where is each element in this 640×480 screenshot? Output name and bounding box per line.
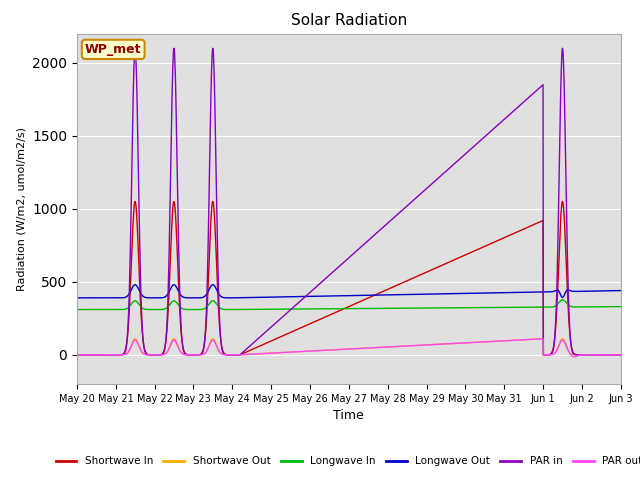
PAR out (539, 336, 547, 342)
Longwave Out (617, 288, 625, 293)
Shortwave In (559, 199, 566, 204)
Shortwave In (120, 350, 127, 356)
PAR in (438, 172, 445, 178)
Shortwave Out (120, 352, 127, 358)
Longwave In (73, 307, 81, 312)
PAR in (269, 323, 276, 328)
Text: WP_met: WP_met (85, 43, 141, 56)
Longwave In (228, 307, 236, 312)
PAR out (228, 352, 236, 358)
Shortwave In (269, 337, 276, 343)
Shortwave Out (279, 349, 287, 355)
Shortwave In (278, 333, 286, 339)
Shortwave Out (73, 352, 81, 358)
Longwave Out (438, 291, 445, 297)
PAR in (73, 352, 81, 358)
Longwave In (438, 305, 445, 311)
Shortwave In (228, 352, 236, 358)
Longwave In (559, 297, 566, 302)
Shortwave In (438, 263, 445, 268)
Line: PAR out: PAR out (77, 339, 621, 357)
Longwave Out (228, 295, 236, 301)
Shortwave In (617, 352, 625, 358)
Longwave Out (322, 293, 330, 299)
Longwave Out (131, 282, 139, 288)
PAR in (559, 45, 566, 51)
PAR out (269, 350, 276, 356)
PAR out (73, 352, 81, 358)
Longwave In (617, 304, 625, 310)
Shortwave Out (322, 348, 330, 353)
Shortwave Out (438, 341, 445, 347)
Line: Shortwave Out: Shortwave Out (77, 339, 621, 355)
Legend: Shortwave In, Shortwave Out, Longwave In, Longwave Out, PAR in, PAR out: Shortwave In, Shortwave Out, Longwave In… (51, 452, 640, 470)
Shortwave Out (228, 352, 236, 358)
Line: PAR in: PAR in (77, 48, 621, 355)
Shortwave In (321, 314, 329, 320)
Longwave Out (73, 295, 81, 301)
Line: Longwave In: Longwave In (77, 300, 621, 310)
PAR out (438, 341, 445, 347)
Shortwave In (73, 352, 81, 358)
Longwave In (278, 306, 286, 312)
PAR in (228, 352, 236, 358)
Longwave Out (279, 294, 287, 300)
Shortwave Out (269, 350, 277, 356)
PAR out (321, 348, 329, 353)
PAR in (120, 351, 127, 357)
Longwave In (120, 307, 127, 312)
Line: Longwave Out: Longwave Out (77, 285, 621, 298)
Longwave In (269, 306, 276, 312)
PAR in (321, 276, 329, 282)
Shortwave Out (131, 336, 139, 342)
Line: Shortwave In: Shortwave In (77, 202, 621, 355)
Longwave Out (269, 294, 277, 300)
Shortwave Out (617, 352, 625, 358)
PAR out (617, 352, 625, 358)
PAR in (617, 352, 625, 358)
Longwave In (321, 306, 329, 312)
Y-axis label: Radiation (W/m2, umol/m2/s): Radiation (W/m2, umol/m2/s) (17, 127, 26, 291)
Title: Solar Radiation: Solar Radiation (291, 13, 407, 28)
PAR out (278, 349, 286, 355)
PAR out (571, 354, 579, 360)
PAR in (278, 314, 286, 320)
X-axis label: Time: Time (333, 409, 364, 422)
Longwave Out (120, 295, 127, 300)
PAR out (120, 352, 127, 358)
